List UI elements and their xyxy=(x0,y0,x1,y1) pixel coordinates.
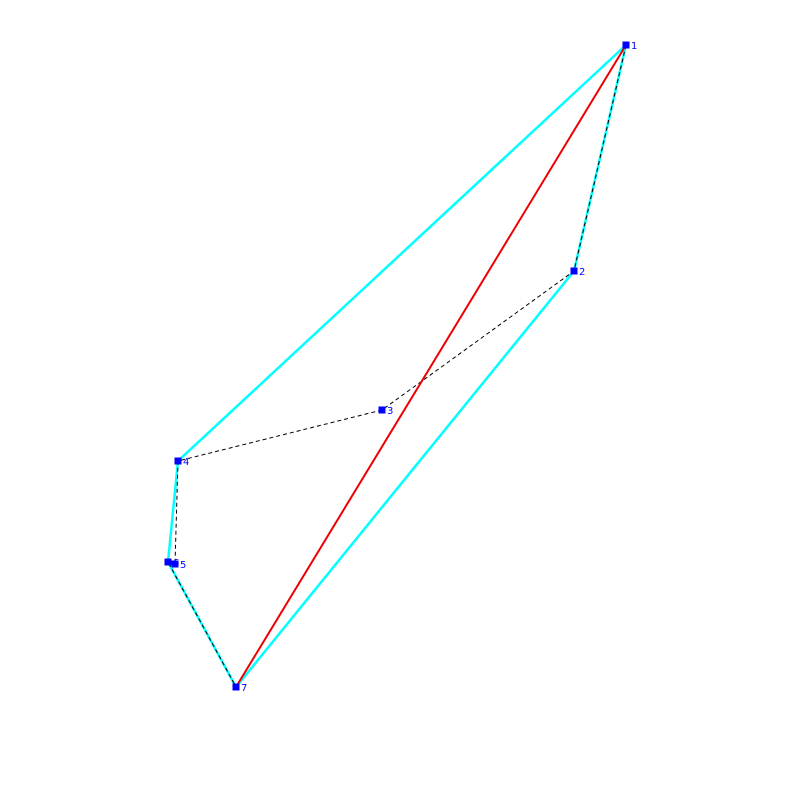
convex-hull xyxy=(166,41,629,690)
node-label: 6 xyxy=(173,558,179,569)
nodes: 1 2 3 4 56 7 xyxy=(164,41,637,694)
node-point xyxy=(164,558,172,566)
node-label: 3 xyxy=(387,406,393,417)
dashed-path xyxy=(166,44,627,688)
node-label: 7 xyxy=(241,683,247,694)
node-label: 5 xyxy=(180,560,186,571)
node-point xyxy=(622,41,630,49)
node-label: 4 xyxy=(183,457,189,468)
node-point xyxy=(174,457,182,465)
node-point xyxy=(171,560,179,568)
node-point xyxy=(570,267,578,275)
node-label: 2 xyxy=(579,267,585,278)
node-label: 1 xyxy=(631,41,637,52)
diameter-line xyxy=(235,44,627,688)
node-point xyxy=(232,683,240,691)
node-point xyxy=(378,406,386,414)
